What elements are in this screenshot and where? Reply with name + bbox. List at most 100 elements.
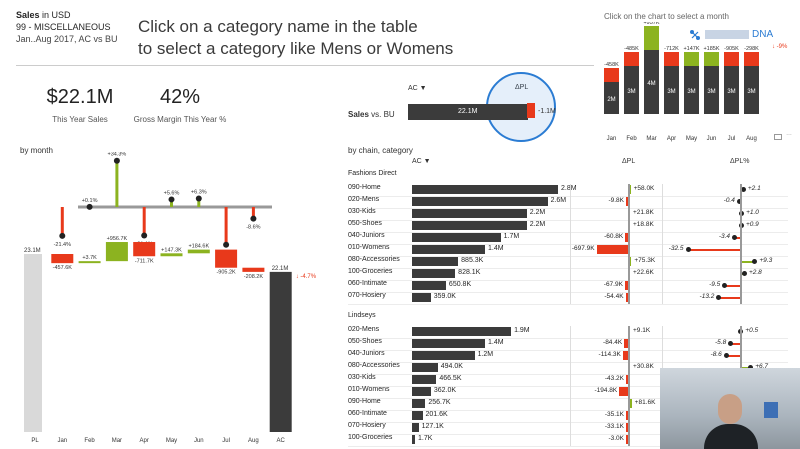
dplpct-value: -32.5 bbox=[668, 245, 684, 252]
ac-bar[interactable] bbox=[412, 209, 527, 218]
category-name[interactable]: 010-Womens bbox=[348, 386, 390, 393]
category-name[interactable]: 080-Accessories bbox=[348, 362, 400, 369]
pct-label: +34.3% bbox=[107, 152, 126, 158]
waterfall-bar bbox=[215, 249, 238, 268]
dplpct-value: -9.5 bbox=[709, 281, 721, 288]
category-name[interactable]: 050-Shoes bbox=[348, 338, 382, 345]
category-name[interactable]: 070-Hosiery bbox=[348, 292, 386, 299]
waterfall-bar bbox=[78, 261, 101, 264]
dplpct-dot bbox=[752, 259, 758, 264]
category-name[interactable]: 100-Groceries bbox=[348, 434, 393, 441]
dpl-value: -60.8K bbox=[604, 233, 624, 240]
ac-bar[interactable] bbox=[412, 339, 485, 348]
ac-bar[interactable] bbox=[412, 281, 446, 290]
pct-label: -21.4% bbox=[54, 242, 72, 248]
sales-vs-bu-dpl-bar[interactable] bbox=[527, 103, 535, 118]
row-separator bbox=[348, 243, 788, 245]
ac-bar[interactable] bbox=[412, 387, 431, 396]
dplpct-dot bbox=[740, 187, 746, 192]
ac-bar[interactable] bbox=[412, 269, 456, 278]
chain-group-name[interactable]: Lindseys bbox=[348, 312, 376, 319]
month-bar-label: 3M bbox=[747, 89, 755, 95]
category-name[interactable]: 040-Juniors bbox=[348, 232, 385, 239]
focus-mode-icon[interactable] bbox=[774, 134, 782, 140]
ac-bar[interactable] bbox=[412, 233, 501, 242]
category-name[interactable]: 090-Home bbox=[348, 184, 381, 191]
waterfall-label: +3.7K bbox=[82, 255, 97, 261]
row-separator bbox=[348, 291, 788, 293]
by-month-title: by month bbox=[20, 146, 53, 155]
by-month-chart[interactable]: -21.4%+0.1%+34.3%-21.1%+5.6%+6.3%-28.0%-… bbox=[18, 152, 338, 446]
category-name[interactable]: 010-Womens bbox=[348, 244, 390, 251]
ac-delta-pct-label: ↓ -4.7% bbox=[296, 274, 317, 280]
chain-category-table[interactable]: Fashions Direct 090-Home 2.8M +58.0K +2.1 020… bbox=[348, 168, 788, 448]
ac-value: 1.4M bbox=[488, 245, 504, 252]
dpl-bar bbox=[626, 423, 628, 432]
waterfall-bar bbox=[160, 253, 183, 257]
row-separator bbox=[348, 385, 788, 387]
waterfall-label: +956.7K bbox=[107, 236, 128, 242]
category-name[interactable]: 090-Home bbox=[348, 398, 381, 405]
category-name[interactable]: 060-Intimate bbox=[348, 410, 387, 417]
pct-dot bbox=[223, 241, 230, 248]
ac-bar[interactable] bbox=[412, 293, 431, 302]
dplpct-value: +0.9 bbox=[745, 221, 759, 228]
dplpct-dot bbox=[728, 341, 734, 346]
category-name[interactable]: 020-Mens bbox=[348, 326, 380, 333]
ac-bar[interactable] bbox=[412, 411, 423, 420]
category-name[interactable]: 030-Kids bbox=[348, 374, 376, 381]
ac-bar[interactable] bbox=[412, 197, 548, 206]
kpi-sales-value: $22.1M bbox=[46, 86, 114, 108]
dpl-value: -697.9K bbox=[571, 245, 595, 252]
ac-bar[interactable] bbox=[412, 351, 475, 360]
logo-wordmark bbox=[705, 30, 749, 39]
column-divider bbox=[662, 184, 663, 304]
ac-total-label: 22.1M bbox=[272, 266, 289, 272]
more-options-icon[interactable]: … bbox=[786, 131, 792, 137]
category-name[interactable]: 040-Juniors bbox=[348, 350, 385, 357]
ac-bar[interactable] bbox=[412, 257, 459, 266]
ac-bar[interactable] bbox=[412, 423, 419, 432]
dpl-bar bbox=[625, 233, 628, 242]
category-name[interactable]: 050-Shoes bbox=[348, 220, 382, 227]
wall-poster bbox=[764, 402, 778, 418]
category-name[interactable]: 030-Kids bbox=[348, 208, 376, 215]
row-separator bbox=[348, 231, 788, 233]
dplpct-value: -13.2 bbox=[699, 293, 715, 300]
ac-bar[interactable] bbox=[412, 399, 426, 408]
month-delta-bar bbox=[684, 52, 699, 66]
month-delta-label: -298K bbox=[744, 46, 759, 52]
dpl-value: -43.2K bbox=[604, 375, 624, 382]
ac-total-bar bbox=[269, 271, 292, 432]
ac-bar[interactable] bbox=[412, 327, 512, 336]
by-month-axis-label: Jan bbox=[57, 438, 67, 444]
pct-label: +5.6% bbox=[164, 190, 180, 196]
report-subtitle-1: 99 - MISCELLANEOUS bbox=[16, 22, 111, 32]
category-name[interactable]: 080-Accessories bbox=[348, 256, 400, 263]
category-name[interactable]: 020-Mens bbox=[348, 196, 380, 203]
ac-value: 1.7M bbox=[503, 233, 520, 240]
dplpct-axis bbox=[740, 184, 742, 304]
monthly-ac-chart[interactable]: 2M -458K Jan 3M -485K Feb 4M +957K Mar 3M -712K Apr… bbox=[596, 22, 796, 146]
by-month-axis-label: AC bbox=[277, 438, 286, 444]
dpl-bar bbox=[625, 293, 628, 302]
ac-bar[interactable] bbox=[412, 435, 415, 444]
ac-bar[interactable] bbox=[412, 363, 438, 372]
ac-bar[interactable] bbox=[412, 221, 527, 230]
dplpct-dot bbox=[723, 353, 729, 358]
category-name[interactable]: 060-Intimate bbox=[348, 280, 387, 287]
ac-bar[interactable] bbox=[412, 375, 437, 384]
sales-vs-bu-ac-bar[interactable] bbox=[408, 104, 528, 120]
dplpct-value: -3.4 bbox=[718, 233, 731, 240]
category-name[interactable]: 100-Groceries bbox=[348, 268, 393, 275]
chain-group-name[interactable]: Fashions Direct bbox=[348, 170, 397, 177]
ac-bar[interactable] bbox=[412, 185, 558, 194]
category-name[interactable]: 070-Hosiery bbox=[348, 422, 386, 429]
sales-vs-bu-ac-header[interactable]: AC ▼ bbox=[408, 85, 427, 92]
pct-axis bbox=[78, 205, 272, 209]
company-logo: DNA bbox=[688, 28, 778, 42]
col-ac-header[interactable]: AC ▼ bbox=[412, 158, 431, 165]
pl-total-label: 23.1M bbox=[24, 248, 41, 254]
column-divider bbox=[570, 184, 571, 304]
ac-bar[interactable] bbox=[412, 245, 485, 254]
